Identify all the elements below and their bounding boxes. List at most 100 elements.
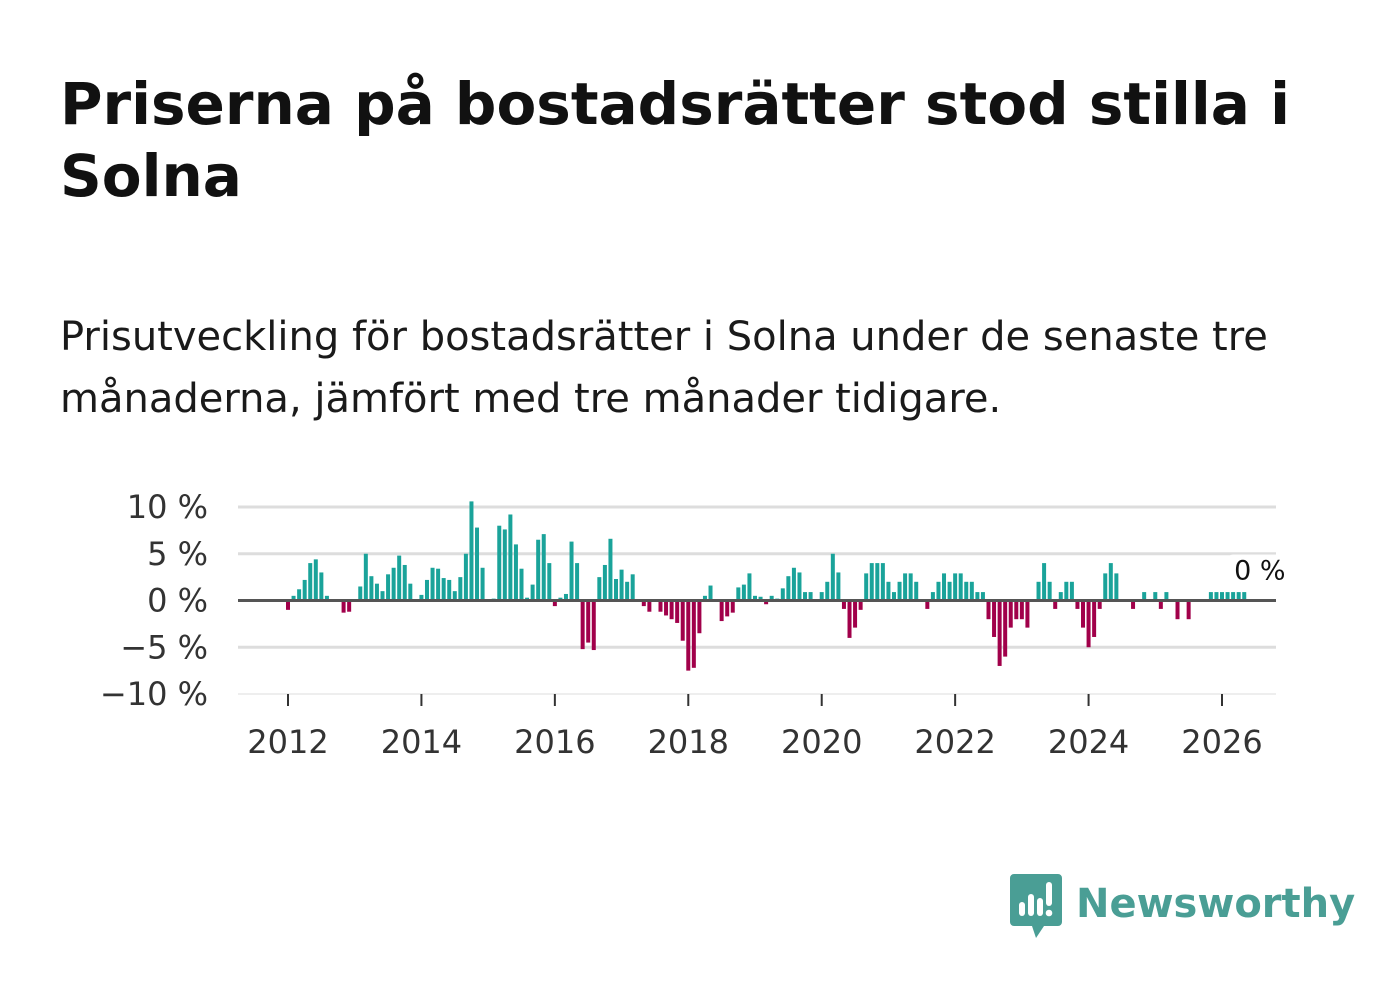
bar (1092, 600, 1097, 637)
bar (980, 592, 985, 601)
y-tick-label: 0 % (147, 582, 208, 620)
bar (458, 577, 463, 601)
x-tick-label: 2016 (514, 723, 595, 761)
bar (658, 600, 663, 612)
bar (1019, 600, 1024, 620)
bar (780, 588, 785, 601)
bar (358, 586, 363, 601)
bar (1131, 600, 1136, 609)
bar (469, 501, 474, 601)
end-value-label: 0 % (1234, 556, 1285, 587)
bar (969, 581, 974, 601)
bar (708, 585, 713, 601)
bar (291, 595, 296, 601)
end-value-label-group: 0 % (1227, 554, 1292, 587)
bar (997, 600, 1002, 666)
bar (758, 596, 763, 601)
x-tick-label: 2020 (781, 723, 862, 761)
bar (386, 574, 391, 601)
bar (992, 600, 997, 637)
bar (547, 563, 552, 601)
bar (297, 589, 302, 601)
bar (891, 592, 896, 601)
bar (958, 573, 963, 601)
bar (1108, 563, 1113, 601)
bar (625, 581, 630, 601)
bar (964, 581, 969, 601)
brand-logo: Newsworthy (1010, 874, 1355, 944)
bar (347, 600, 352, 612)
bar (341, 600, 346, 613)
bar (1064, 581, 1069, 601)
bar (691, 600, 696, 668)
bar (541, 534, 546, 601)
bar (369, 576, 374, 601)
bar (1047, 581, 1052, 601)
bar (702, 595, 707, 601)
bar (641, 600, 646, 607)
bar (313, 559, 318, 601)
bar (791, 567, 796, 601)
bar (447, 579, 452, 601)
bar (536, 539, 541, 601)
x-tick-label: 2018 (648, 723, 729, 761)
brand-name: Newsworthy (1076, 881, 1356, 927)
bar (725, 600, 730, 617)
bar (1014, 600, 1019, 620)
bar (736, 587, 741, 601)
bar (925, 600, 930, 609)
bar (864, 573, 869, 601)
bar (986, 600, 991, 620)
bar (508, 514, 513, 601)
y-tick-label: 5 % (147, 535, 208, 573)
bar (741, 584, 746, 601)
bar (769, 595, 774, 601)
x-axis-ticks: 2012 2014 2016 2018 2020 2022 2024 2026 (247, 694, 1263, 761)
bar (875, 563, 880, 601)
bar (858, 600, 863, 610)
bar (847, 600, 852, 638)
bar (1175, 600, 1180, 620)
bar (1103, 573, 1108, 601)
bar (302, 579, 307, 601)
bar (1058, 592, 1063, 601)
bar (869, 563, 874, 601)
bar (853, 600, 858, 628)
bar (825, 581, 830, 601)
bar (1036, 581, 1041, 601)
bar (402, 564, 407, 601)
bar (1164, 592, 1169, 601)
newsworthy-logo-icon (1010, 874, 1062, 938)
bar (397, 555, 402, 601)
bar (880, 563, 885, 601)
bar (953, 573, 958, 601)
bar (1242, 592, 1247, 601)
bar (841, 600, 846, 609)
bar (1069, 581, 1074, 601)
bar (797, 572, 802, 601)
bar (441, 578, 446, 601)
y-tick-label: −5 % (120, 628, 208, 666)
bar (1003, 600, 1008, 657)
bar (380, 591, 385, 601)
bar (664, 600, 669, 616)
bar (930, 592, 935, 601)
bar (286, 600, 290, 610)
bar (1053, 600, 1058, 609)
bar (497, 525, 502, 601)
bar (1114, 573, 1119, 601)
bar (1097, 600, 1102, 609)
end-value-label-background (1227, 554, 1292, 587)
bar (886, 581, 891, 601)
x-tick-label: 2014 (381, 723, 462, 761)
bar (730, 600, 735, 613)
bar (947, 581, 952, 601)
bar (1008, 600, 1013, 628)
bar (519, 568, 524, 601)
bar (1220, 592, 1224, 601)
bar (697, 600, 702, 634)
bar (819, 592, 824, 601)
bar (1081, 600, 1086, 628)
bar (1236, 592, 1241, 601)
bar (1186, 600, 1191, 620)
